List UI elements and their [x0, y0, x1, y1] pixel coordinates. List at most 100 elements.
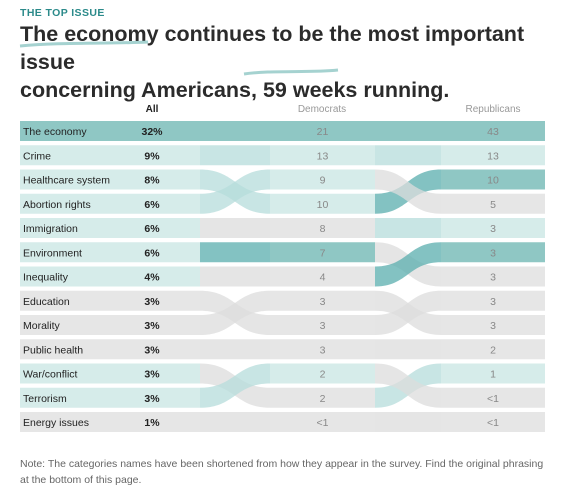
dem-bar-morality: [270, 290, 375, 311]
rep-bar-the-economy: [441, 121, 545, 141]
headline-underline-economy: [19, 40, 149, 48]
ribbon-abortion-rights: [375, 169, 441, 214]
dem-value-abortion-rights: 9: [320, 175, 326, 187]
ribbon-public-health: [200, 339, 270, 360]
issue-label-crime: Crime: [23, 150, 51, 162]
dem-value-environment: 7: [320, 247, 326, 259]
issue-label-healthcare-system: Healthcare system: [23, 175, 110, 187]
dem-value-healthcare-system: 10: [317, 199, 329, 211]
headline-underline-weeks: [243, 68, 339, 76]
ribbon-terrorism: [200, 363, 270, 408]
dem-bar-energy-issues: [270, 412, 375, 432]
ribbon-inequality: [375, 242, 441, 287]
rep-value-energy-issues: <1: [487, 417, 499, 429]
ribbon-energy-issues: [375, 412, 441, 432]
issue-label-energy-issues: Energy issues: [23, 417, 89, 429]
dem-value-education: 3: [320, 320, 326, 332]
row-bar-abortion-rights: [20, 193, 200, 214]
dem-value-morality: 3: [320, 296, 326, 308]
dem-value-terrorism: 2: [320, 369, 326, 381]
dem-value-war-conflict: 2: [320, 393, 326, 405]
rep-bar-environment: [441, 266, 545, 287]
issue-label-public-health: Public health: [23, 344, 83, 356]
rep-value-morality: 3: [490, 320, 496, 332]
ribbon-terrorism: [375, 363, 441, 408]
ribbon-environment: [200, 242, 270, 263]
rep-value-crime: 13: [487, 150, 499, 162]
dem-bar-abortion-rights: [270, 169, 375, 190]
dem-bar-crime: [270, 145, 375, 166]
row-bar-terrorism: [20, 387, 200, 408]
rep-bar-inequality: [441, 242, 545, 263]
row-bar-environment: [20, 242, 200, 263]
all-value-the-economy: 32%: [141, 126, 163, 138]
rep-bar-immigration: [441, 218, 545, 238]
column-header-republicans: Republicans: [465, 104, 520, 115]
rep-value-public-health: 2: [490, 344, 496, 356]
ribbon-abortion-rights: [200, 169, 270, 214]
rep-bar-terrorism: [441, 387, 545, 408]
ribbon-crime: [200, 145, 270, 166]
dem-bar-environment: [270, 242, 375, 263]
row-bar-the-economy: [20, 121, 200, 141]
all-value-healthcare-system: 8%: [144, 175, 160, 187]
rep-value-education: 3: [490, 296, 496, 308]
rep-value-war-conflict: 1: [490, 369, 496, 381]
row-bar-war-conflict: [20, 363, 200, 384]
headline: The economy continues to be the most imp…: [20, 20, 560, 104]
all-value-terrorism: 3%: [144, 393, 160, 405]
rep-bar-energy-issues: [441, 412, 545, 432]
all-value-energy-issues: 1%: [144, 417, 160, 429]
dem-value-crime: 13: [317, 150, 329, 162]
ribbon-immigration: [200, 218, 270, 238]
all-value-public-health: 3%: [144, 344, 160, 356]
all-value-war-conflict: 3%: [144, 369, 160, 381]
all-value-environment: 6%: [144, 247, 160, 259]
dem-bar-public-health: [270, 339, 375, 360]
row-bar-education: [20, 290, 200, 311]
eyebrow-label: THE TOP ISSUE: [20, 7, 105, 19]
headline-highlight-weeks: 59 weeks: [262, 78, 358, 102]
rep-value-the-economy: 43: [487, 126, 499, 138]
row-bar-crime: [20, 145, 200, 166]
rep-bar-abortion-rights: [441, 193, 545, 214]
issue-label-terrorism: Terrorism: [23, 393, 67, 405]
row-bar-energy-issues: [20, 412, 200, 432]
rep-value-environment: 3: [490, 272, 496, 284]
row-layer: The economy 32% Crime 9% Healthcare system 8%…: [20, 121, 545, 432]
ribbon-immigration: [375, 218, 441, 238]
footnote: Note: The categories names have been sho…: [20, 458, 544, 486]
all-value-immigration: 6%: [144, 223, 160, 235]
rep-value-healthcare-system: 10: [487, 175, 499, 187]
rep-bar-war-conflict: [441, 363, 545, 384]
dem-bar-war-conflict: [270, 387, 375, 408]
dem-value-the-economy: 21: [317, 126, 329, 138]
rep-bar-healthcare-system: [441, 169, 545, 190]
row-bar-morality: [20, 315, 200, 335]
headline-text-1: continues to be the most important issue: [20, 22, 525, 74]
issue-label-abortion-rights: Abortion rights: [23, 199, 91, 211]
rep-bar-crime: [441, 145, 545, 166]
column-header-democrats: Democrats: [298, 104, 346, 115]
row-bar-immigration: [20, 218, 200, 238]
rep-value-inequality: 3: [490, 247, 496, 259]
issue-label-environment: Environment: [23, 247, 82, 259]
dem-value-public-health: 3: [320, 344, 326, 356]
rep-bar-morality: [441, 315, 545, 335]
dem-value-inequality: 4: [320, 272, 326, 284]
ribbon-morality: [200, 290, 270, 335]
rep-value-immigration: 3: [490, 223, 496, 235]
rep-bar-education: [441, 290, 545, 311]
issue-label-immigration: Immigration: [23, 223, 78, 235]
issue-label-the-economy: The economy: [23, 126, 87, 138]
dem-bar-education: [270, 315, 375, 335]
dem-bar-immigration: [270, 218, 375, 238]
issue-label-inequality: Inequality: [23, 272, 69, 284]
row-bar-healthcare-system: [20, 169, 200, 190]
headline-text-3: running.: [357, 78, 450, 102]
dem-bar-terrorism: [270, 363, 375, 384]
issue-label-war-conflict: War/conflict: [23, 369, 78, 381]
all-value-abortion-rights: 6%: [144, 199, 160, 211]
row-bar-public-health: [20, 339, 200, 360]
